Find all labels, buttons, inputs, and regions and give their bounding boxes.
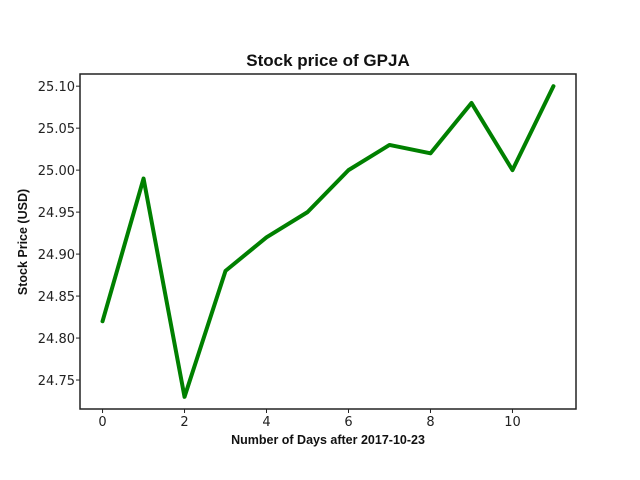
y-tick-label: 24.75 [38, 374, 75, 389]
x-tick-label: 8 [426, 415, 434, 430]
x-tick-label: 0 [98, 415, 106, 430]
x-tick-label: 4 [262, 415, 270, 430]
y-axis: 24.75 24.80 24.85 24.90 24.95 25.00 25.05 25.10 [38, 80, 80, 389]
y-tick-label: 24.90 [38, 248, 75, 263]
x-tick-label: 10 [504, 415, 521, 430]
price-series-line [100, 84, 556, 399]
x-axis-label: Number of Days after 2017-10-23 [231, 433, 425, 447]
x-tick-label: 6 [344, 415, 352, 430]
plot-frame [79, 73, 577, 410]
x-axis: 0 2 4 6 8 10 [98, 409, 521, 430]
y-tick-label: 25.05 [38, 122, 75, 137]
x-tick-label: 2 [180, 415, 188, 430]
y-tick-label: 24.95 [38, 206, 75, 221]
y-tick-label: 24.80 [38, 332, 75, 347]
y-axis-label: Stock Price (USD) [16, 189, 30, 295]
y-tick-label: 25.00 [38, 164, 75, 179]
y-tick-label: 25.10 [38, 80, 75, 95]
series-layer [100, 84, 556, 399]
chart-title: Stock price of GPJA [246, 51, 409, 70]
y-tick-label: 24.85 [38, 290, 75, 305]
